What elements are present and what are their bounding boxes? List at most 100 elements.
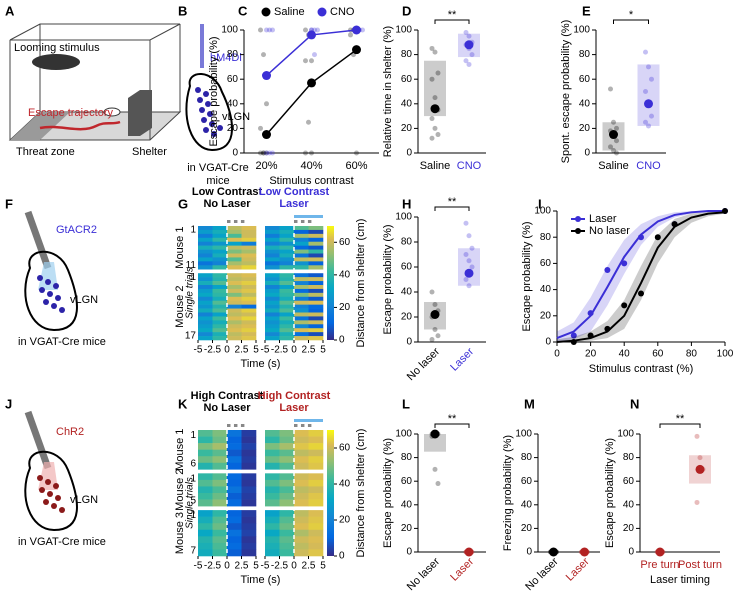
heatmap-cell: [212, 296, 228, 302]
heatmap-cell: [212, 332, 228, 337]
heatmap-cell: [198, 253, 213, 258]
x-tick-label: 5: [253, 561, 259, 572]
laser-bar: [294, 215, 323, 218]
row-label: 1: [190, 225, 196, 236]
heatmap-cell: [212, 536, 228, 544]
heatmap-cell: [294, 226, 309, 231]
heatmap-cell: [241, 332, 257, 337]
heatmap-cell: [265, 292, 280, 298]
heatmap-cell: [279, 449, 295, 457]
mean: [262, 71, 271, 81]
heatmap-cell: [308, 285, 324, 290]
heatmap-cell: [265, 229, 280, 235]
point: [469, 52, 475, 58]
heatmap-cell: [241, 549, 257, 557]
legend-label: No laser: [589, 225, 630, 237]
y-tick-label: 20: [401, 312, 413, 323]
point: [264, 150, 269, 156]
vlgn-outline: [24, 450, 78, 532]
point: [654, 234, 661, 241]
point: [267, 27, 272, 33]
heatmap-cell: [241, 312, 257, 317]
point: [638, 234, 644, 241]
heatmap-cell: [294, 233, 309, 239]
colorbar-label: Distance from shelter (cm): [355, 429, 367, 558]
heatmap-cell: [308, 245, 324, 250]
point: [466, 33, 472, 39]
y-tick-label: 60: [623, 476, 635, 487]
heatmap-cell: [241, 473, 257, 481]
heatmap-cell: [279, 516, 295, 524]
heatmap-cell: [241, 285, 257, 290]
heatmap-cell: [308, 443, 324, 450]
y-tick-label: 100: [395, 212, 412, 223]
heatmap-cell: [241, 296, 257, 302]
heatmap-cell: [294, 241, 309, 246]
point: [611, 148, 616, 154]
heatmap-cell: [294, 277, 309, 282]
heatmap-cell: [241, 288, 257, 294]
heatmap-cell: [308, 229, 324, 235]
y-tick-label: 60: [227, 74, 239, 85]
heatmap-cell: [294, 265, 309, 270]
point: [649, 76, 654, 82]
y-tick-label: 60: [401, 74, 413, 85]
x-tick-label: 2.5: [302, 561, 316, 572]
heatmap-cell: [227, 241, 242, 246]
y-tick-label: 40: [401, 499, 413, 510]
y-tick-label: 0: [584, 148, 590, 159]
heatmap-cell: [198, 473, 213, 481]
point: [621, 302, 628, 309]
heatmap-cell: [265, 542, 280, 550]
point: [646, 123, 651, 129]
heatmap-cell: [198, 462, 213, 470]
x-tick-label: Laser: [564, 555, 592, 583]
box: [424, 60, 446, 117]
heatmap-cell: [241, 542, 257, 550]
heatmap-cell: [294, 281, 309, 286]
heatmap-cell: [212, 516, 228, 524]
colorbar-tick-label: 40: [339, 479, 351, 490]
x-tick-label: -5: [261, 345, 270, 356]
heatmap-cell: [227, 332, 242, 337]
colorbar-tick-label: 60: [339, 237, 351, 248]
stimulus-marker: [300, 220, 305, 223]
heatmap-cell: [294, 486, 309, 494]
heatmap-cell: [294, 292, 309, 298]
heatmap-cell: [198, 257, 213, 262]
point: [264, 27, 269, 33]
significance: *: [629, 9, 634, 21]
y-tick-label: 100: [395, 25, 412, 36]
laser-bar: [294, 419, 323, 422]
panel-letter: B: [178, 3, 187, 18]
heatmap-cell: [227, 229, 242, 235]
point: [432, 95, 438, 101]
heatmap-cell: [308, 529, 324, 537]
map-title: No Laser: [203, 402, 251, 414]
heatmap-cell: [308, 536, 324, 544]
heatmap-cell: [241, 265, 257, 270]
heatmap-cell: [227, 549, 242, 557]
heatmap-cell: [198, 229, 213, 235]
x-tick-label: 2.5: [302, 345, 316, 356]
heatmap-cell: [294, 479, 309, 487]
heatmap-cell: [308, 336, 324, 341]
heatmap-cell: [279, 493, 295, 500]
heatmap-cell: [308, 257, 324, 262]
mean: [352, 25, 361, 35]
heatmap-cell: [279, 443, 295, 450]
heatmap-cell: [227, 473, 242, 481]
y-tick-label: 100: [617, 429, 634, 440]
y-axis-label: Freezing probability (%): [502, 435, 514, 551]
heatmap-cell: [212, 277, 228, 282]
label: in VGAT-Cre mice: [18, 336, 106, 348]
heatmap-cell: [279, 320, 295, 325]
heatmap-cell: [265, 304, 280, 309]
point: [463, 29, 469, 35]
heatmap-cell: [227, 523, 242, 531]
row-label: 1: [190, 510, 196, 521]
point: [429, 289, 435, 295]
heatmap-cell: [212, 292, 228, 298]
point: [258, 125, 263, 131]
